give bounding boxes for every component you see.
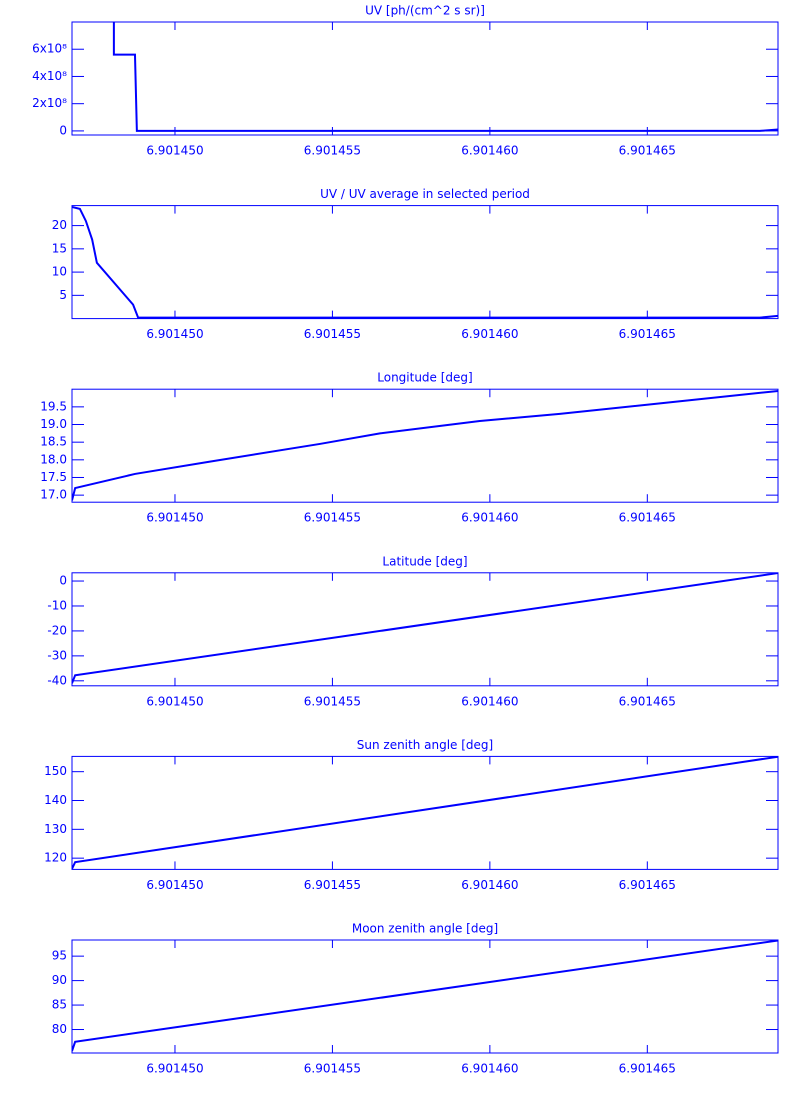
x-tick-label: 6.901460 <box>461 327 518 341</box>
y-tick-label: 19.0 <box>40 417 67 431</box>
x-tick-label: 6.901455 <box>304 694 361 708</box>
y-tick-label: 18.0 <box>40 452 67 466</box>
x-tick-label: 6.901450 <box>146 878 203 892</box>
x-tick-label: 6.901460 <box>461 511 518 525</box>
x-tick-label: 6.901450 <box>146 327 203 341</box>
x-tick-label: 6.901455 <box>304 327 361 341</box>
y-tick-label: 4x10⁸ <box>32 69 67 83</box>
y-tick-label: 95 <box>52 949 67 963</box>
panel-title: Moon zenith angle [deg] <box>352 922 498 936</box>
y-tick-label: 150 <box>44 764 67 778</box>
y-tick-label: 10 <box>52 265 67 279</box>
x-tick-label: 6.901460 <box>461 878 518 892</box>
y-tick-label: 90 <box>52 973 67 987</box>
data-line <box>72 940 778 1052</box>
y-tick-label: -20 <box>47 623 67 637</box>
panel-title: UV / UV average in selected period <box>320 187 530 201</box>
data-line <box>72 389 778 501</box>
y-tick-label: 15 <box>52 241 67 255</box>
x-tick-label: 6.901455 <box>304 144 361 158</box>
y-tick-label: 130 <box>44 822 67 836</box>
plot-area <box>72 572 778 684</box>
y-tick-label: 0 <box>59 123 67 137</box>
x-tick-label: 6.901460 <box>461 694 518 708</box>
y-tick-label: 2x10⁸ <box>32 96 67 110</box>
panel-title: UV [ph/(cm^2 s sr)] <box>365 4 485 18</box>
y-tick-label: 19.5 <box>40 399 67 413</box>
y-tick-label: 18.5 <box>40 435 67 449</box>
data-line <box>72 572 778 684</box>
x-tick-label: 6.901455 <box>304 1062 361 1076</box>
y-tick-label: 85 <box>52 998 67 1012</box>
y-tick-label: 0 <box>59 574 67 588</box>
plot-area <box>72 206 778 319</box>
x-tick-label: 6.901450 <box>146 1062 203 1076</box>
x-tick-label: 6.901450 <box>146 694 203 708</box>
x-tick-label: 6.901450 <box>146 144 203 158</box>
plot-frame <box>71 205 779 320</box>
y-tick-label: 5 <box>59 288 67 302</box>
plot-frame <box>71 939 779 1054</box>
x-tick-label: 6.901465 <box>619 694 676 708</box>
y-tick-label: 6x10⁸ <box>32 42 67 56</box>
data-line <box>72 206 778 319</box>
x-tick-label: 6.901455 <box>304 511 361 525</box>
x-tick-label: 6.901450 <box>146 511 203 525</box>
y-tick-label: 120 <box>44 851 67 865</box>
x-tick-label: 6.901460 <box>461 144 518 158</box>
panel-title: Latitude [deg] <box>382 554 467 568</box>
x-tick-label: 6.901460 <box>461 1062 518 1076</box>
y-tick-label: 17.5 <box>40 470 67 484</box>
data-line <box>112 22 778 132</box>
y-tick-label: 20 <box>52 218 67 232</box>
y-tick-label: -10 <box>47 598 67 612</box>
plot-area <box>112 22 778 132</box>
x-tick-label: 6.901465 <box>619 878 676 892</box>
plot-area <box>72 756 778 870</box>
x-tick-label: 6.901465 <box>619 1062 676 1076</box>
plot-area <box>72 389 778 501</box>
y-tick-label: -30 <box>47 648 67 662</box>
data-line <box>72 756 778 870</box>
plot-frame <box>71 388 779 503</box>
x-tick-label: 6.901465 <box>619 327 676 341</box>
x-tick-label: 6.901465 <box>619 511 676 525</box>
panel-title: Sun zenith angle [deg] <box>357 738 493 752</box>
x-tick-label: 6.901465 <box>619 144 676 158</box>
y-tick-label: -40 <box>47 673 67 687</box>
y-tick-label: 80 <box>52 1022 67 1036</box>
plot-frame <box>71 572 779 687</box>
y-tick-label: 17.0 <box>40 488 67 502</box>
plot-area <box>72 940 778 1052</box>
plot-frame <box>71 21 779 136</box>
y-tick-label: 140 <box>44 793 67 807</box>
x-tick-label: 6.901455 <box>304 878 361 892</box>
panel-title: Longitude [deg] <box>377 371 472 385</box>
plot-frame <box>71 755 779 870</box>
